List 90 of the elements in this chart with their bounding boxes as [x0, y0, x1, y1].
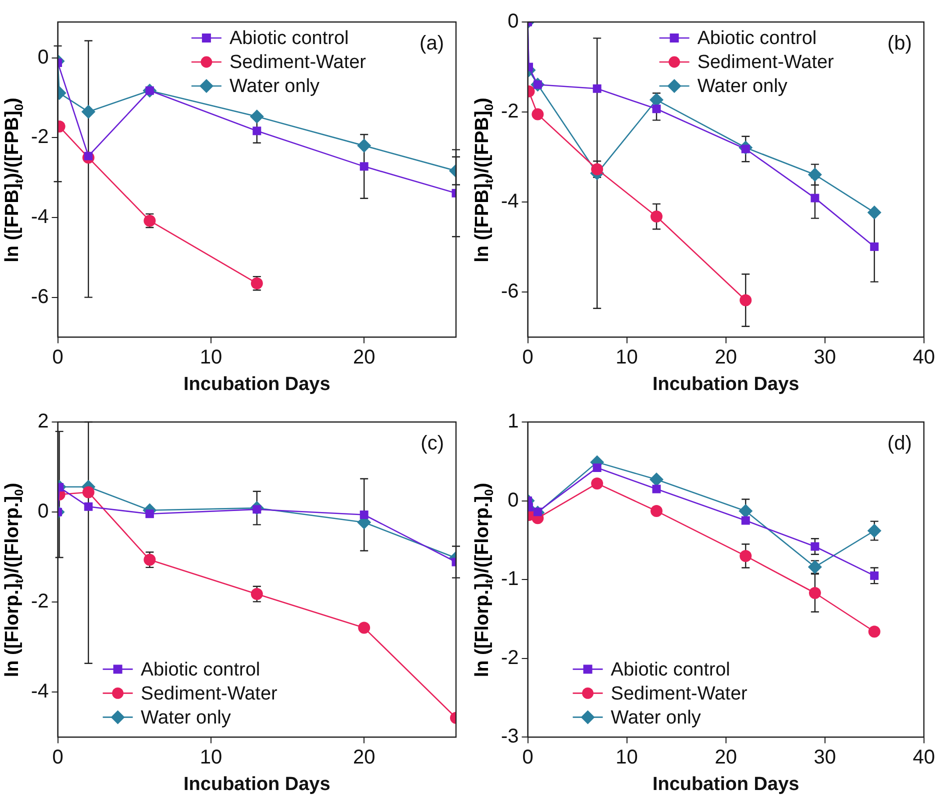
point [144, 554, 156, 566]
annotation: (c) [420, 432, 444, 455]
x-tick-label: 10 [200, 746, 222, 769]
x-tick-label: 20 [352, 746, 376, 769]
point [808, 586, 821, 599]
y-tick-label: -4 [30, 206, 49, 228]
y-tick-label: 0 [38, 46, 49, 68]
point [741, 516, 750, 525]
y-tick-label: -4 [30, 680, 49, 703]
x-tick-label: 10 [616, 746, 638, 769]
point [592, 84, 602, 93]
y-tick-label: -6 [30, 286, 49, 308]
y-tick-label: 0 [508, 489, 519, 512]
y-tick-label: 0 [38, 500, 49, 523]
point [250, 588, 263, 600]
point [650, 92, 664, 107]
y-tick-label: -2 [500, 646, 519, 669]
point [591, 477, 604, 490]
y-tick-label: -2 [500, 100, 519, 123]
point [868, 626, 880, 638]
x-tick-label: 20 [714, 746, 737, 769]
point [808, 168, 822, 182]
y-tick-label: 2 [38, 410, 49, 433]
legend-label: Water only [610, 707, 702, 728]
point [738, 504, 753, 518]
x-tick-label: 40 [912, 346, 935, 369]
y-tick-label: -2 [30, 590, 49, 613]
x-tick-label: 40 [912, 746, 935, 769]
x-axis-title: Incubation Days [652, 374, 800, 395]
point [145, 510, 154, 518]
point [740, 550, 752, 562]
point [810, 194, 820, 202]
legend-label: Abiotic control [229, 28, 349, 50]
x-tick-label: 0 [52, 346, 64, 369]
legend-label: Sediment-Water [140, 683, 278, 704]
y-tick-label: -3 [500, 726, 519, 748]
x-tick-label: 20 [352, 346, 376, 369]
legend-label: Abiotic control [697, 28, 817, 50]
point [652, 104, 661, 114]
y-tick-label: -4 [500, 190, 519, 213]
x-tick-label: 30 [814, 346, 836, 369]
x-axis-title: Incubation Days [184, 774, 330, 795]
x-tick-label: 30 [814, 746, 836, 769]
annotation: (a) [420, 32, 444, 55]
y-tick-label: 0 [508, 10, 519, 33]
point [592, 463, 602, 472]
legend-label: Sediment-Water [229, 52, 367, 74]
point [867, 524, 882, 538]
x-tick-label: 0 [52, 746, 64, 769]
point [650, 505, 663, 518]
annotation: (d) [887, 432, 912, 455]
point [650, 210, 663, 223]
annotation: (b) [887, 32, 912, 55]
legend-label: Abiotic control [140, 659, 260, 680]
point [84, 502, 93, 511]
x-axis-title: Incubation Days [652, 774, 800, 795]
point [82, 486, 94, 498]
legend-label: Water only [697, 76, 788, 98]
point [808, 560, 822, 574]
legend-label: Abiotic control [610, 659, 730, 680]
legend-label: Water only [229, 76, 320, 98]
legend-label: Sediment-Water [697, 52, 835, 74]
point [360, 510, 368, 519]
point [870, 571, 879, 580]
point [252, 126, 262, 136]
x-tick-label: 10 [616, 346, 638, 369]
point [357, 138, 372, 153]
x-tick-label: 20 [714, 346, 737, 369]
y-tick-label: 1 [508, 410, 519, 433]
x-tick-label: 10 [200, 346, 222, 369]
y-tick-label: -2 [30, 126, 49, 148]
point [358, 622, 370, 634]
point [870, 242, 879, 251]
point [810, 542, 820, 551]
legend-label: Water only [140, 707, 232, 728]
point [652, 484, 661, 494]
legend-label: Sediment-Water [610, 683, 748, 704]
y-tick-label: -1 [500, 568, 519, 590]
x-tick-label: 0 [522, 746, 534, 769]
point [533, 508, 542, 516]
y-tick-label: -6 [500, 280, 519, 303]
x-tick-label: 0 [522, 346, 534, 369]
x-axis-title: Incubation Days [184, 374, 330, 395]
point [591, 163, 604, 176]
point [250, 110, 264, 124]
point [532, 108, 544, 120]
point [650, 472, 664, 487]
point [360, 162, 368, 171]
point [867, 205, 882, 220]
point [740, 294, 752, 306]
